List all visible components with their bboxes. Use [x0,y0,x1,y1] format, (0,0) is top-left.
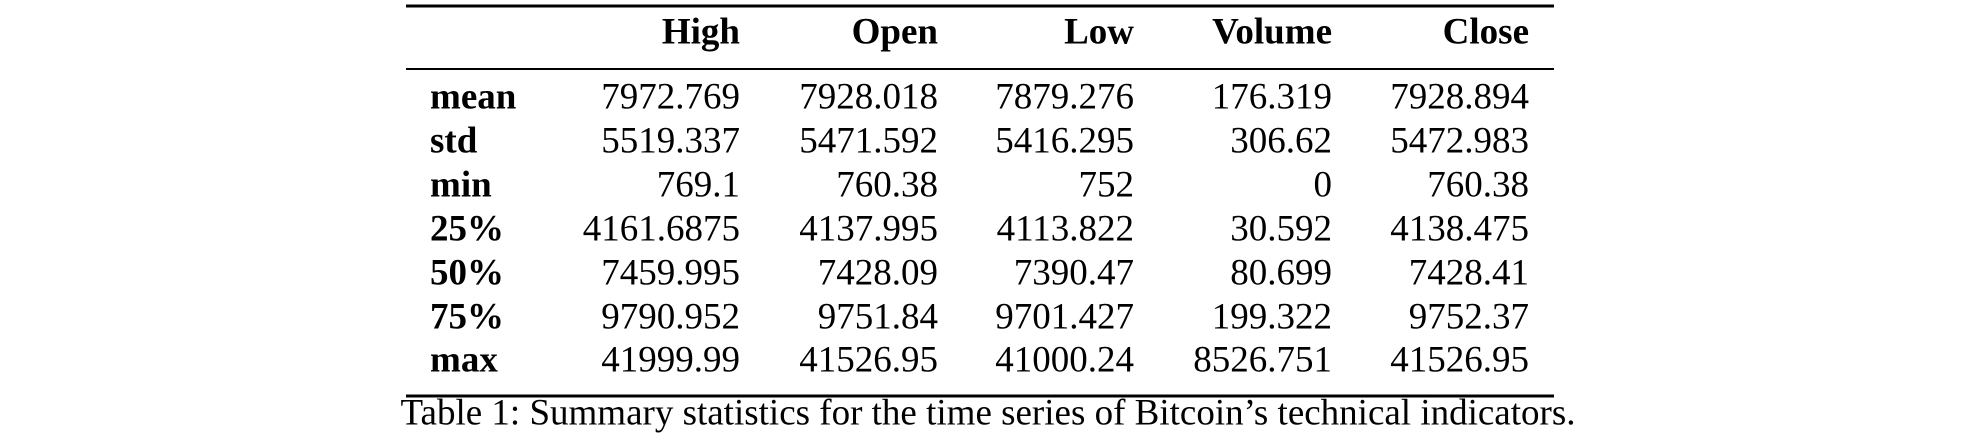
cell: 9790.952 [601,296,740,337]
cell: 752 [1079,164,1135,205]
cell: 5519.337 [601,120,740,161]
cell: 5416.295 [995,120,1134,161]
cell: 7459.995 [601,252,740,293]
cell: 5472.983 [1390,120,1529,161]
cell: 41000.24 [995,339,1134,380]
column-header: High [662,11,741,52]
column-header: Low [1064,11,1134,52]
cell: 0 [1314,164,1333,205]
cell: 7428.41 [1409,252,1529,293]
row-label: mean [430,76,517,117]
row-label: max [430,339,498,380]
row-label: 75% [430,296,504,337]
row-label: std [430,120,478,161]
cell: 30.592 [1230,208,1332,249]
cell: 41526.95 [799,339,938,380]
cell: 176.319 [1212,76,1332,117]
cell: 4113.822 [997,208,1134,249]
cell: 9751.84 [818,296,938,337]
caption: Table 1: Summary statistics for the time… [401,392,1576,433]
column-header: Open [852,11,939,52]
cell: 760.38 [836,164,938,205]
cell: 7928.018 [799,76,938,117]
cell: 760.38 [1427,164,1529,205]
cell: 9752.37 [1409,296,1529,337]
column-header: Volume [1212,11,1332,52]
cell: 4138.475 [1390,208,1529,249]
cell: 4161.6875 [583,208,740,249]
cell: 4137.995 [799,208,938,249]
cell: 41999.99 [601,339,740,380]
column-header: Close [1443,11,1529,52]
cell: 7972.769 [601,76,740,117]
cell: 306.62 [1230,120,1332,161]
cell: 7390.47 [1014,252,1134,293]
cell: 7879.276 [995,76,1134,117]
cell: 7428.09 [818,252,938,293]
cell: 80.699 [1230,252,1332,293]
row-label: min [430,164,492,205]
cell: 41526.95 [1390,339,1529,380]
cell: 7928.894 [1390,76,1529,117]
cell: 769.1 [657,164,740,205]
cell: 8526.751 [1193,339,1332,380]
cell: 199.322 [1212,296,1332,337]
cell: 9701.427 [995,296,1134,337]
row-label: 25% [430,208,504,249]
cell: 5471.592 [799,120,938,161]
row-label: 50% [430,252,504,293]
